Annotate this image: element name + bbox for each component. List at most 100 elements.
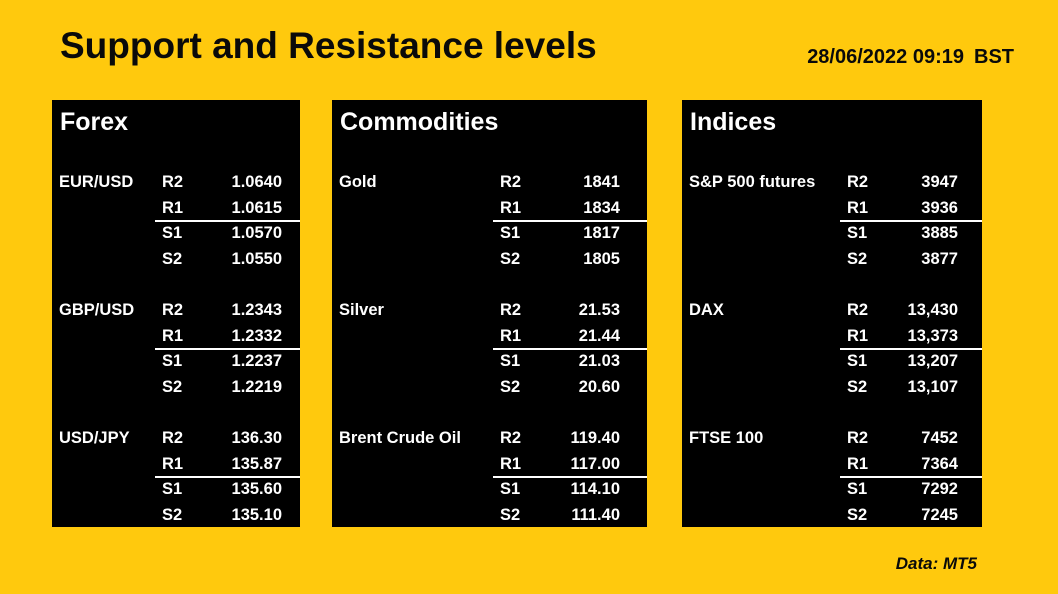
level-value: 135.87 xyxy=(231,454,282,473)
level-row: S2 13,107 xyxy=(840,375,982,401)
page-title: Support and Resistance levels xyxy=(60,25,597,66)
panel-title-commodities: Commodities xyxy=(340,108,499,136)
level-row: S2 3877 xyxy=(840,247,982,273)
instrument-name: FTSE 100 xyxy=(689,429,764,447)
timestamp-date: 28/06/2022 09:19 xyxy=(807,46,964,68)
timestamp: 28/06/2022 09:19 BST xyxy=(807,44,1014,70)
level-value: 3947 xyxy=(921,173,958,191)
level-row: S1 1.0570 xyxy=(155,221,300,247)
level-row: R2 21.53 xyxy=(493,298,647,324)
instrument-name: Silver xyxy=(339,301,384,319)
panel-indices: Indices S&P 500 futures R2 3947 R1 3936 S1 3885… xyxy=(682,100,982,527)
level-row: R1 7364 xyxy=(840,452,982,478)
level-row: S2 7245 xyxy=(840,503,982,529)
instrument-name: S&P 500 futures xyxy=(689,173,816,191)
data-source-note: Data: MT5 xyxy=(895,554,977,573)
level-value: 3936 xyxy=(921,198,958,217)
level-value: 7364 xyxy=(921,454,958,473)
level-value: 111.40 xyxy=(571,505,620,524)
level-label: S2 xyxy=(162,249,183,268)
level-label: R2 xyxy=(162,173,184,191)
level-label: S2 xyxy=(500,505,521,524)
level-value: 7452 xyxy=(921,429,958,447)
level-row: R2 119.40 xyxy=(493,426,647,452)
level-row: S1 3885 xyxy=(840,221,982,247)
panel-title-forex: Forex xyxy=(60,108,129,136)
level-value: 3877 xyxy=(921,249,958,268)
level-label: R1 xyxy=(847,454,869,473)
level-label: R2 xyxy=(162,429,184,447)
level-label: R2 xyxy=(500,429,522,447)
pivot-separator-line xyxy=(493,220,647,222)
level-value: 1.2219 xyxy=(231,377,282,396)
level-label: S1 xyxy=(500,224,521,242)
level-row: S1 21.03 xyxy=(493,349,647,375)
level-label: S2 xyxy=(847,377,868,396)
level-label: S1 xyxy=(847,352,868,370)
panel-commodities: Commodities Gold R2 1841 R1 1834 S1 1817 S2 1805 S… xyxy=(332,100,647,527)
level-value: 1.2343 xyxy=(231,301,282,319)
level-value: 7245 xyxy=(921,505,958,524)
instrument-block: FTSE 100 R2 7452 R1 7364 S1 7292 S2 7245 xyxy=(682,426,982,528)
instrument-block: DAX R2 13,430 R1 13,373 S1 13,207 S2 13,107 xyxy=(682,298,982,400)
level-row: S1 1817 xyxy=(493,221,647,247)
instrument-block: S&P 500 futures R2 3947 R1 3936 S1 3885 S2 3877 xyxy=(682,170,982,272)
level-value: 117.00 xyxy=(570,454,620,473)
pivot-separator-line xyxy=(155,220,300,222)
level-label: R1 xyxy=(847,198,869,217)
level-row: R2 136.30 xyxy=(155,426,300,452)
pivot-separator-line xyxy=(840,476,982,478)
level-row: S2 135.10 xyxy=(155,503,300,529)
panel-title-indices: Indices xyxy=(690,108,777,136)
level-row: S2 111.40 xyxy=(493,503,647,529)
level-row: S2 1.2219 xyxy=(155,375,300,401)
pivot-separator-line xyxy=(840,220,982,222)
level-value: 20.60 xyxy=(578,377,620,396)
level-label: R1 xyxy=(162,326,184,345)
level-label: S2 xyxy=(162,377,183,396)
panel-forex: Forex EUR/USD R2 1.0640 R1 1.0615 S1 1.0570 S2 1.… xyxy=(52,100,300,527)
level-value: 135.60 xyxy=(231,480,282,498)
level-label: S1 xyxy=(162,224,183,242)
level-row: R2 1841 xyxy=(493,170,647,196)
level-row: R1 21.44 xyxy=(493,324,647,350)
level-row: S1 135.60 xyxy=(155,477,300,503)
instrument-name: USD/JPY xyxy=(59,429,130,447)
level-value: 13,107 xyxy=(907,377,958,396)
level-label: R2 xyxy=(500,301,522,319)
level-label: R1 xyxy=(500,198,522,217)
level-value: 1.0615 xyxy=(231,198,282,217)
level-value: 21.53 xyxy=(578,301,620,319)
level-value: 13,373 xyxy=(907,326,958,345)
level-row: R1 135.87 xyxy=(155,452,300,478)
pivot-separator-line xyxy=(155,348,300,350)
level-label: S2 xyxy=(162,505,183,524)
instrument-block: GBP/USD R2 1.2343 R1 1.2332 S1 1.2237 S2 1.2219 xyxy=(52,298,300,400)
level-value: 1.0570 xyxy=(231,224,282,242)
instrument-name: Brent Crude Oil xyxy=(339,429,461,447)
level-row: R2 7452 xyxy=(840,426,982,452)
level-row: S1 114.10 xyxy=(493,477,647,503)
level-row: S2 1805 xyxy=(493,247,647,273)
level-value: 1834 xyxy=(583,198,620,217)
level-value: 13,207 xyxy=(907,352,958,370)
level-row: R2 3947 xyxy=(840,170,982,196)
level-label: R1 xyxy=(162,454,184,473)
instrument-block: EUR/USD R2 1.0640 R1 1.0615 S1 1.0570 S2 1.0550 xyxy=(52,170,300,272)
level-label: R2 xyxy=(847,429,869,447)
level-row: R1 1.0615 xyxy=(155,196,300,222)
pivot-separator-line xyxy=(493,348,647,350)
level-value: 136.30 xyxy=(231,429,282,447)
instrument-block: Silver R2 21.53 R1 21.44 S1 21.03 S2 20.60 xyxy=(332,298,647,400)
level-value: 135.10 xyxy=(231,505,282,524)
instrument-name: GBP/USD xyxy=(59,301,135,319)
level-value: 13,430 xyxy=(907,301,958,319)
level-value: 21.44 xyxy=(578,326,620,345)
level-row: S1 13,207 xyxy=(840,349,982,375)
level-value: 1.2332 xyxy=(231,326,282,345)
instrument-name: DAX xyxy=(689,301,724,319)
level-value: 7292 xyxy=(921,480,958,498)
instrument-block: USD/JPY R2 136.30 R1 135.87 S1 135.60 S2 135.10 xyxy=(52,426,300,528)
level-value: 21.03 xyxy=(578,352,620,370)
level-label: R1 xyxy=(500,326,522,345)
